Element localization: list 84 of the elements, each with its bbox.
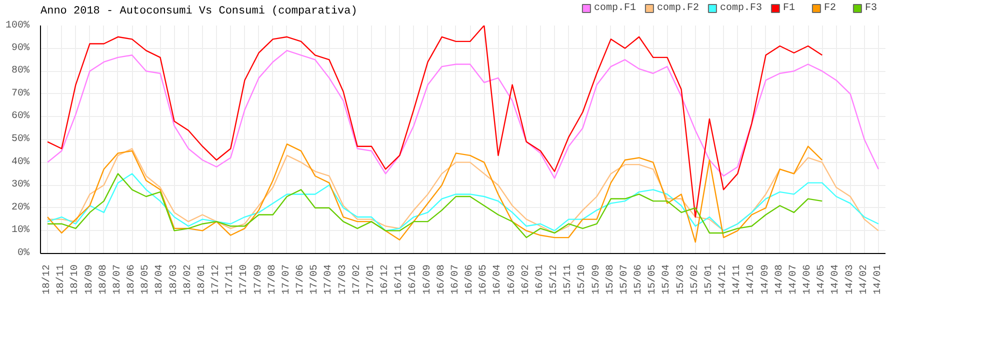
x-tick-label: 18/08 — [97, 264, 110, 295]
y-tick-label: 40% — [11, 156, 30, 168]
y-tick-label: 0% — [18, 248, 30, 259]
y-tick-label: 100% — [5, 20, 30, 32]
x-tick-label: 14/03 — [844, 264, 856, 295]
x-tick-label: 15/06 — [632, 264, 645, 295]
x-tick-label: 16/12 — [379, 264, 392, 295]
y-tick-label: 50% — [11, 134, 30, 145]
x-tick-label: 16/05 — [478, 264, 490, 295]
x-tick-label: 17/11 — [224, 264, 236, 295]
x-tick-label: 16/04 — [492, 264, 504, 295]
y-tick-label: 90% — [11, 42, 30, 54]
x-tick-label: 14/06 — [802, 264, 814, 295]
x-tick-label: 18/03 — [168, 264, 180, 295]
line-series — [46, 50, 880, 179]
x-tick-label: 16/01 — [534, 264, 546, 295]
x-tick-label: 14/12 — [717, 264, 730, 295]
y-tick-label: 20% — [11, 202, 30, 214]
x-tick-label: 14/05 — [816, 264, 828, 295]
x-tick-label: 17/06 — [294, 264, 307, 295]
x-tick-label: 18/07 — [111, 264, 124, 295]
x-tick-label: 14/11 — [731, 264, 744, 295]
x-tick-label: 16/07 — [449, 264, 462, 295]
legend-label: F3 — [865, 2, 878, 14]
x-tick-label: 15/01 — [702, 264, 715, 295]
x-tick-label: 16/02 — [520, 264, 532, 295]
line-series — [46, 26, 823, 218]
x-tick-label: 15/04 — [660, 264, 673, 295]
x-tick-label: 14/10 — [745, 264, 758, 295]
x-tick-label: 14/04 — [830, 264, 842, 295]
x-tick-label: 15/09 — [590, 264, 602, 295]
x-tick-label: 17/08 — [266, 264, 278, 295]
x-tick-label: 18/01 — [196, 264, 208, 295]
x-tick-label: 16/08 — [435, 264, 448, 295]
x-tick-label: 16/03 — [506, 264, 518, 295]
x-tick-label: 17/12 — [210, 264, 222, 295]
line-series — [46, 173, 880, 232]
legend-label: F2 — [824, 2, 838, 14]
x-tick-label: 16/11 — [393, 264, 406, 295]
y-tick-label: 80% — [11, 66, 30, 77]
line-series — [46, 148, 880, 234]
x-tick-label: 15/11 — [562, 264, 574, 295]
y-tick-label: 70% — [11, 88, 30, 100]
x-tick-label: 18/11 — [55, 264, 68, 295]
y-tick-label: 30% — [11, 180, 30, 191]
x-tick-label: 15/07 — [618, 264, 630, 295]
x-tick-label: 18/06 — [126, 264, 138, 295]
x-tick-label: 17/04 — [322, 264, 335, 295]
x-tick-label: 18/12 — [41, 264, 54, 295]
x-tick-label: 15/10 — [576, 264, 588, 295]
x-tick-label: 16/06 — [464, 264, 476, 295]
line-series — [46, 173, 823, 238]
x-tick-label: 18/04 — [154, 264, 166, 295]
x-tick-label: 18/10 — [69, 264, 82, 295]
x-tick-label: 14/01 — [872, 264, 884, 295]
legend-label: comp.F3 — [720, 2, 762, 14]
x-tick-label: 14/07 — [787, 264, 800, 295]
x-tick-label: 15/02 — [688, 264, 701, 295]
x-tick-label: 17/05 — [308, 264, 321, 295]
line-series — [46, 143, 823, 243]
x-tick-label: 15/03 — [674, 264, 687, 295]
x-tick-label: 17/10 — [238, 264, 250, 295]
legend-label: F1 — [783, 2, 796, 14]
x-tick-label: 17/07 — [280, 264, 292, 295]
legend-label: comp.F1 — [594, 2, 636, 14]
x-tick-label: 14/02 — [858, 264, 870, 295]
x-tick-label: 18/09 — [83, 264, 96, 295]
x-tick-label: 17/02 — [350, 264, 363, 295]
x-tick-label: 16/09 — [421, 264, 434, 295]
x-tick-label: 17/01 — [364, 264, 377, 295]
x-tick-label: 14/08 — [773, 264, 786, 295]
legend-label: comp.F2 — [656, 2, 699, 14]
x-tick-label: 18/05 — [140, 264, 152, 295]
x-tick-label: 15/05 — [646, 264, 659, 295]
y-tick-label: 60% — [11, 111, 30, 122]
x-tick-label: 14/09 — [759, 264, 772, 295]
chart-title: Anno 2018 - Autoconsumi Vs Consumi (comparativa) — [40, 6, 358, 18]
x-tick-label: 18/02 — [182, 264, 194, 295]
x-tick-label: 17/09 — [252, 264, 264, 295]
x-tick-label: 15/08 — [604, 264, 616, 295]
x-tick-label: 16/10 — [407, 264, 420, 295]
y-tick-label: 10% — [11, 225, 30, 236]
x-tick-label: 17/03 — [336, 264, 349, 295]
x-tick-label: 15/12 — [548, 264, 560, 295]
